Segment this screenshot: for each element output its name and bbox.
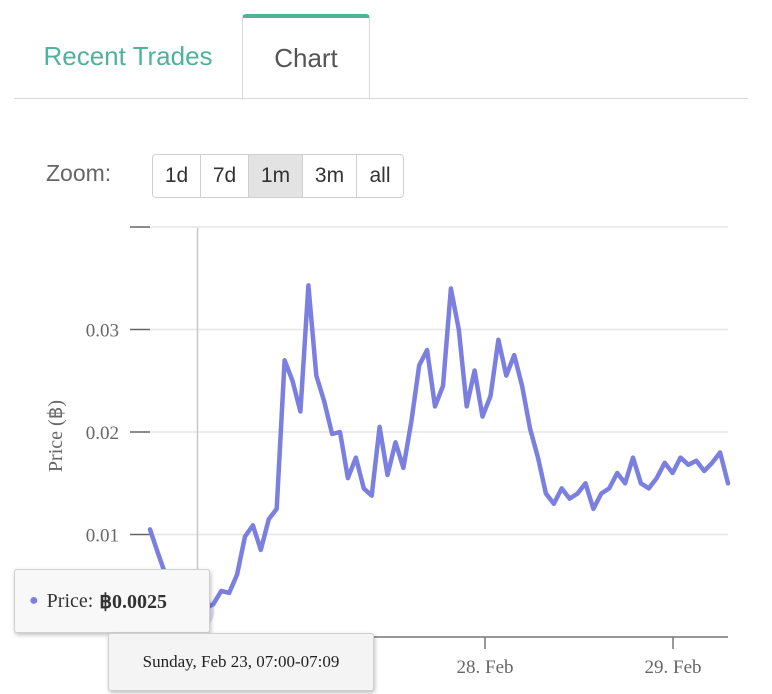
price-series-line[interactable] — [147, 283, 731, 614]
y-axis-title: Price (฿) — [45, 400, 67, 472]
tab-divider — [14, 98, 748, 99]
x-tick-label: 28. Feb — [457, 657, 514, 678]
x-tick-label: 29. Feb — [645, 657, 702, 678]
zoom-button-group: 1d 7d 1m 3m all — [152, 154, 404, 198]
date-tooltip: Sunday, Feb 23, 07:00-07:09 — [108, 633, 374, 691]
zoom-1d-button[interactable]: 1d — [153, 155, 201, 197]
zoom-3m-button[interactable]: 3m — [303, 155, 357, 197]
price-tooltip-value: ฿0.0025 — [99, 590, 168, 613]
series-dot-icon: ● — [29, 592, 39, 609]
x-axis-ticks: 28. Feb 29. Feb — [150, 636, 728, 678]
zoom-all-button[interactable]: all — [357, 155, 403, 197]
zoom-label: Zoom: — [46, 160, 112, 186]
zoom-7d-button[interactable]: 7d — [201, 155, 249, 197]
price-tooltip: ● Price: ฿0.0025 — [14, 569, 210, 633]
price-tooltip-label: Price: — [46, 589, 94, 612]
tab-chart[interactable]: Chart — [242, 14, 370, 100]
chart-grid — [150, 226, 728, 536]
y-tick-label: 0.01 — [86, 526, 119, 547]
y-tick-label: 0.03 — [86, 321, 119, 342]
y-tick-label: 0.02 — [86, 423, 119, 444]
zoom-1m-button[interactable]: 1m — [249, 155, 303, 197]
tab-recent-trades[interactable]: Recent Trades — [43, 40, 213, 71]
